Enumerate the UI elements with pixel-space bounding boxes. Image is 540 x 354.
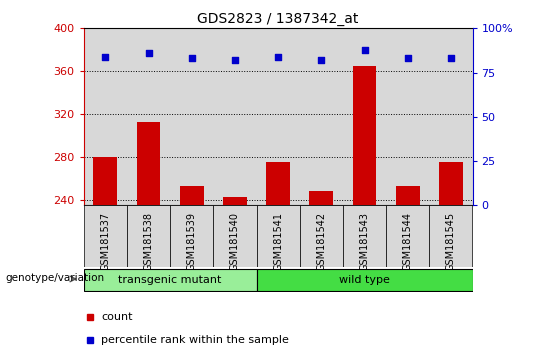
Bar (84, 205, 127, 267)
Bar (256, 268, 472, 291)
Bar (300, 28, 343, 205)
Bar (84, 268, 256, 291)
Text: GSM181537: GSM181537 (100, 211, 110, 271)
Bar (439, 162, 463, 205)
Text: GSM181539: GSM181539 (187, 211, 197, 270)
Bar (170, 205, 213, 267)
Bar (256, 205, 300, 267)
Bar (353, 66, 376, 205)
Bar (343, 205, 386, 267)
Text: wild type: wild type (339, 275, 390, 285)
Point (101, 54, 110, 59)
Bar (429, 28, 472, 205)
Text: GSM181545: GSM181545 (446, 211, 456, 271)
Text: genotype/variation: genotype/variation (5, 273, 105, 283)
Bar (127, 28, 170, 205)
Text: GSM181544: GSM181544 (403, 211, 413, 270)
Bar (170, 28, 213, 205)
Title: GDS2823 / 1387342_at: GDS2823 / 1387342_at (198, 12, 359, 26)
Bar (180, 186, 204, 205)
Bar (127, 205, 170, 267)
Text: GSM181540: GSM181540 (230, 211, 240, 270)
Bar (396, 186, 420, 205)
Text: transgenic mutant: transgenic mutant (118, 275, 222, 285)
Bar (386, 205, 429, 267)
Point (317, 57, 326, 63)
Text: GSM181542: GSM181542 (316, 211, 326, 271)
Bar (309, 192, 333, 205)
Bar (256, 28, 300, 205)
Bar (343, 28, 386, 205)
Bar (213, 205, 256, 267)
Point (274, 54, 282, 59)
Bar (223, 197, 247, 205)
Point (360, 47, 369, 52)
Text: GSM181543: GSM181543 (360, 211, 369, 270)
Text: count: count (101, 312, 133, 322)
Bar (386, 28, 429, 205)
Bar (429, 205, 472, 267)
Point (403, 56, 412, 61)
Bar (137, 122, 160, 205)
Point (187, 56, 196, 61)
Bar (300, 205, 343, 267)
Text: percentile rank within the sample: percentile rank within the sample (101, 335, 289, 346)
Bar (266, 162, 290, 205)
Bar (84, 28, 127, 205)
Text: GSM181541: GSM181541 (273, 211, 283, 270)
Point (144, 50, 153, 56)
Point (447, 56, 455, 61)
Point (231, 57, 239, 63)
Text: GSM181538: GSM181538 (144, 211, 153, 270)
Bar (93, 157, 117, 205)
Bar (213, 28, 256, 205)
